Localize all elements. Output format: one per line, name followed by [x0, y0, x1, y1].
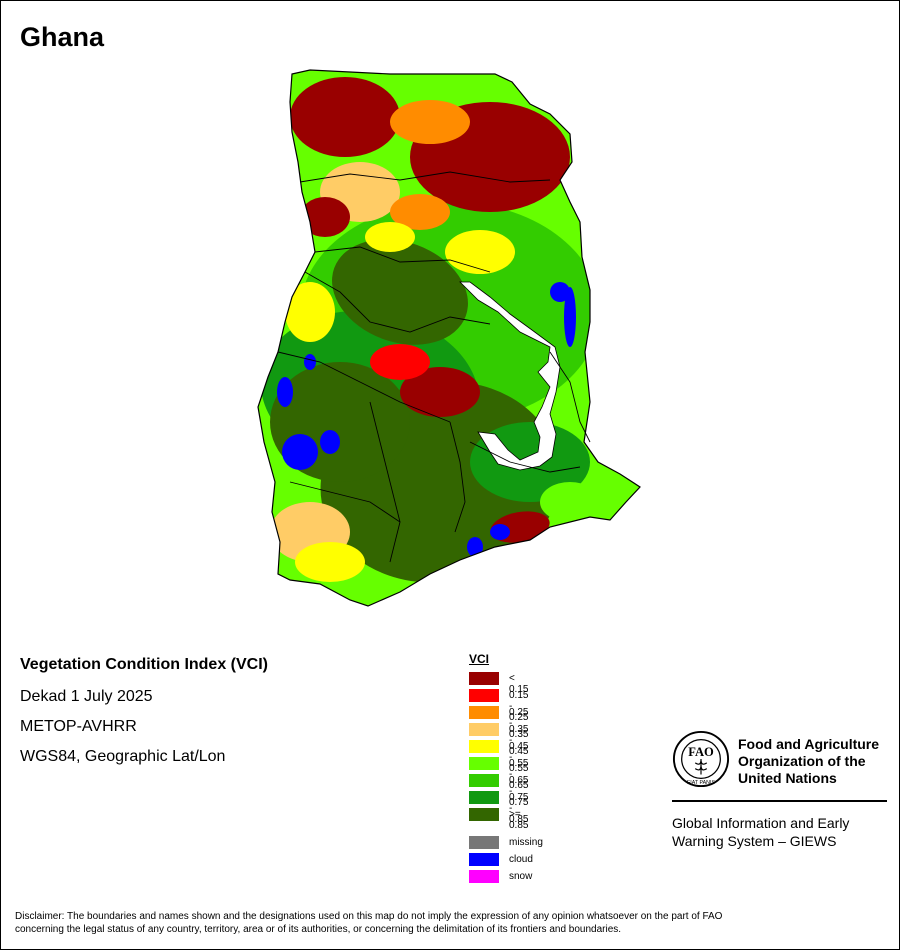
- legend-swatch: [469, 774, 499, 787]
- legend-class-row: 0.75 - 0.85: [469, 790, 528, 825]
- legend-swatch: [469, 853, 499, 866]
- giews-line-1: Global Information and Early: [672, 815, 850, 831]
- legend-class-row: 0.65 - 0.75: [469, 773, 528, 808]
- legend-swatch: [469, 870, 499, 883]
- vci-raster: [258, 70, 640, 606]
- cloud-patch: [320, 430, 340, 454]
- region-boundary-line: [277, 351, 451, 423]
- legend-class-row: 0.45 - 0.55: [469, 739, 528, 774]
- fao-logo-icon: FAO FIAT PANIS: [672, 730, 730, 788]
- projection-label: WGS84, Geographic Lat/Lon: [20, 748, 226, 765]
- legend-swatch: [469, 740, 499, 753]
- period-label: Dekad 1 July 2025: [20, 688, 153, 705]
- legend-label: snow: [509, 871, 533, 882]
- legend-swatch: [469, 706, 499, 719]
- legend-swatch: [469, 723, 499, 736]
- legend-swatch: [469, 689, 499, 702]
- region-boundary-line: [369, 401, 401, 563]
- legend-extra-row: missing: [469, 835, 543, 852]
- ghana-map-svg: [257, 69, 641, 607]
- legend-class-row: >= 0.85: [469, 807, 528, 831]
- legend-label: 0.65 - 0.75: [509, 775, 529, 808]
- cloud-patch: [467, 537, 483, 557]
- region-boundary-line: [304, 271, 491, 333]
- legend-class-row: 0.15 - 0.25: [469, 688, 528, 723]
- legend-label: 0.55 - 0.65: [509, 758, 529, 791]
- sensor-label: METOP-AVHRR: [20, 718, 137, 735]
- giews-name: Global Information and Early Warning Sys…: [672, 814, 892, 850]
- vci-patch: [445, 230, 515, 274]
- legend-label: >= 0.85: [509, 809, 529, 831]
- cloud-patch: [490, 524, 510, 540]
- vci-patch: [290, 77, 400, 157]
- legend-label: 0.15 - 0.25: [509, 690, 529, 723]
- fao-divider: [672, 800, 887, 802]
- cloud-patch: [277, 377, 293, 407]
- vci-patch: [370, 344, 430, 380]
- legend-swatch: [469, 808, 499, 821]
- legend-swatch: [469, 791, 499, 804]
- cloud-patch: [550, 282, 570, 302]
- legend-label: 0.45 - 0.55: [509, 741, 529, 774]
- disclaimer-line-1: Disclaimer: The boundaries and names sho…: [15, 911, 723, 922]
- legend-label: 0.35 - 0.45: [509, 724, 529, 757]
- legend-swatch: [469, 757, 499, 770]
- cloud-patch: [282, 434, 318, 470]
- vci-patch: [300, 197, 350, 237]
- legend-label: 0.25 - 0.35: [509, 707, 529, 740]
- vci-patch: [285, 282, 335, 342]
- vci-map: [250, 62, 650, 617]
- svg-text:FAO: FAO: [688, 745, 714, 759]
- cloud-patch: [304, 354, 316, 370]
- disclaimer: Disclaimer: The boundaries and names sho…: [15, 910, 885, 936]
- legend-swatch: [469, 836, 499, 849]
- legend-label: cloud: [509, 854, 533, 865]
- vci-patch: [390, 194, 450, 230]
- legend-swatch: [469, 672, 499, 685]
- org-line-1: Food and Agriculture: [738, 736, 880, 752]
- vci-patch: [540, 482, 600, 522]
- region-boundary-line: [469, 441, 581, 473]
- giews-line-2: Warning System – GIEWS: [672, 833, 837, 849]
- legend-label: 0.75 - 0.85: [509, 792, 529, 825]
- legend-class-row: < 0.15: [469, 671, 528, 695]
- region-boundary-line: [299, 171, 551, 183]
- region-boundary-line: [449, 421, 466, 533]
- lake-volta: [459, 281, 561, 471]
- legend-class-row: 0.55 - 0.65: [469, 756, 528, 791]
- vci-patch: [400, 367, 480, 417]
- legend-title: VCI: [469, 652, 490, 666]
- org-line-3: United Nations: [738, 770, 837, 786]
- country-title: Ghana: [20, 22, 105, 52]
- country-outline: [257, 69, 641, 607]
- vci-patch: [295, 542, 365, 582]
- region-boundaries: [277, 171, 591, 563]
- fao-org-name: Food and Agriculture Organization of the…: [738, 736, 898, 787]
- legend-extra-row: cloud: [469, 852, 533, 869]
- map-info: Vegetation Condition Index (VCI) Dekad 1…: [20, 656, 268, 778]
- legend-label: missing: [509, 837, 543, 848]
- legend-label: < 0.15: [509, 673, 529, 695]
- legend-class-row: 0.35 - 0.45: [469, 722, 528, 757]
- legend-class-row: 0.25 - 0.35: [469, 705, 528, 740]
- legend-extra-row: snow: [469, 869, 532, 886]
- vci-patch: [365, 222, 415, 252]
- cloud-patch: [564, 287, 576, 347]
- region-boundary-line: [314, 246, 491, 273]
- region-boundary-line: [289, 481, 401, 523]
- svg-text:FIAT PANIS: FIAT PANIS: [687, 780, 715, 786]
- disclaimer-line-2: concerning the legal status of any count…: [15, 924, 622, 935]
- legend: VCI < 0.15 0.15 - 0.25 0.25 - 0.35 0.35 - 0…: [469, 652, 543, 886]
- vci-patch: [390, 100, 470, 144]
- index-title: Vegetation Condition Index (VCI): [20, 656, 268, 673]
- org-line-2: Organization of the: [738, 753, 866, 769]
